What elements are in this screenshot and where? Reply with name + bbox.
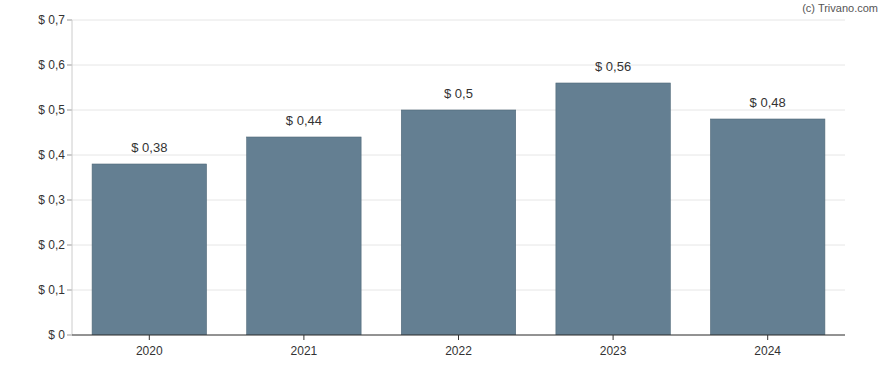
data-label: $ 0,48 (750, 95, 786, 110)
y-tick (67, 65, 72, 66)
y-tick (67, 155, 72, 156)
y-tick (67, 20, 72, 21)
y-tick-label: $ 0,4 (38, 148, 65, 162)
bar (556, 83, 670, 335)
credit: (c) Trivano.com (802, 2, 878, 14)
y-axis-line (72, 20, 73, 335)
bars (92, 83, 825, 335)
x-tick-label: 2021 (291, 344, 318, 358)
x-tick (613, 335, 614, 340)
data-label: $ 0,38 (131, 140, 167, 155)
y-tick-label: $ 0,7 (38, 13, 65, 27)
y-tick-label: $ 0,5 (38, 103, 65, 117)
y-tick (67, 335, 72, 336)
y-tick-label: $ 0,3 (38, 193, 65, 207)
y-tick-label: $ 0 (48, 328, 65, 342)
x-tick (303, 335, 304, 340)
data-label: $ 0,44 (286, 113, 322, 128)
x-tick (149, 335, 150, 340)
y-tick-label: $ 0,6 (38, 58, 65, 72)
y-tick-label: $ 0,1 (38, 283, 65, 297)
bar (92, 164, 206, 335)
x-tick-label: 2023 (600, 344, 627, 358)
chart-container: $ 0 $ 0,1 $ 0,2 $ 0,3 $ 0,4 $ 0,5 $ 0,6 $ 0,7 $ … (0, 0, 888, 370)
grid-line (72, 65, 845, 66)
y-tick (67, 200, 72, 201)
chart-svg: $ 0 $ 0,1 $ 0,2 $ 0,3 $ 0,4 $ 0,5 $ 0,6 $ 0,7 $ … (0, 0, 888, 370)
x-tick (458, 335, 459, 340)
y-tick (67, 245, 72, 246)
x-tick-label: 2024 (754, 344, 781, 358)
bar (401, 110, 515, 335)
y-tick-label: $ 0,2 (38, 238, 65, 252)
x-tick-label: 2020 (136, 344, 163, 358)
data-label: $ 0,56 (595, 59, 631, 74)
x-tick-label: 2022 (445, 344, 472, 358)
bar (247, 137, 361, 335)
y-tick (67, 110, 72, 111)
y-tick (67, 290, 72, 291)
x-tick (767, 335, 768, 340)
bar (710, 119, 824, 335)
data-label: $ 0,5 (444, 86, 473, 101)
grid-line (72, 20, 845, 21)
